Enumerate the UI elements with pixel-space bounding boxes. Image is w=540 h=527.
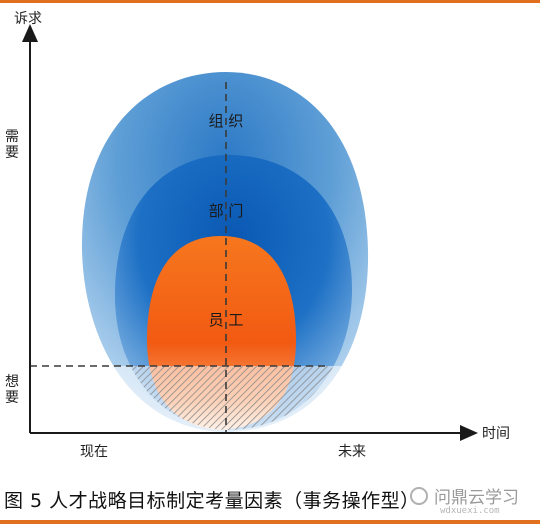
- inner-layer-label: 员 工: [209, 311, 244, 329]
- figure-caption: 图 5 人才战略目标制定考量因素（事务操作型）: [4, 490, 420, 512]
- watermark-domain: wdxuexi.com: [440, 506, 500, 516]
- y-lower-label: 想要: [5, 374, 19, 406]
- x-left-label: 现在: [80, 444, 108, 460]
- x-right-label: 未来: [338, 444, 366, 460]
- x-axis-label: 时间: [482, 426, 510, 442]
- top-accent-rule: [0, 0, 540, 3]
- watermark-text: 问鼎云学习: [434, 488, 519, 508]
- bottom-accent-rule: [0, 520, 540, 524]
- watermark-logo-icon: [410, 487, 428, 505]
- y-upper-label: 需要: [5, 129, 19, 161]
- y-axis-label: 诉求: [14, 11, 42, 27]
- hatched-want-region: [113, 366, 342, 432]
- outer-layer-label: 组 织: [209, 112, 244, 130]
- middle-layer-label: 部 门: [209, 202, 244, 220]
- watermark: 问鼎云学习 wdxuexi.com: [410, 487, 540, 517]
